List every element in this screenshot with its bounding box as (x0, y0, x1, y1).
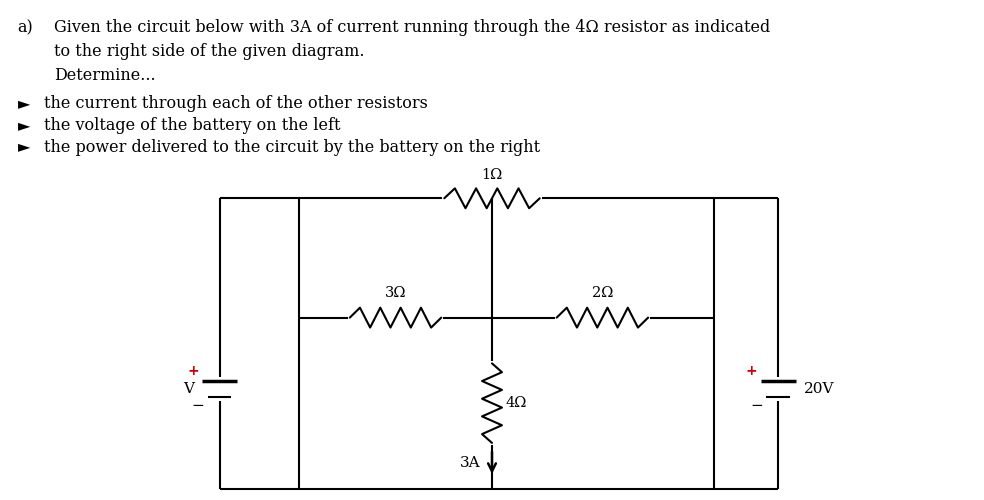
Text: −: − (192, 398, 205, 412)
Text: the voltage of the battery on the left: the voltage of the battery on the left (44, 116, 341, 134)
Text: to the right side of the given diagram.: to the right side of the given diagram. (54, 43, 365, 60)
Text: Determine...: Determine... (54, 67, 156, 84)
Text: ►: ► (18, 116, 30, 134)
Text: +: + (187, 364, 199, 378)
Text: ►: ► (18, 95, 30, 112)
Text: 3Ω: 3Ω (385, 286, 406, 300)
Text: 3A: 3A (460, 456, 480, 470)
Text: V: V (183, 382, 194, 396)
Text: 20V: 20V (804, 382, 834, 396)
Text: 2Ω: 2Ω (591, 286, 613, 300)
Text: 4Ω: 4Ω (506, 396, 527, 410)
Text: the power delivered to the circuit by the battery on the right: the power delivered to the circuit by th… (44, 138, 540, 156)
Text: ►: ► (18, 138, 30, 156)
Text: +: + (746, 364, 758, 378)
Text: Given the circuit below with 3A of current running through the 4Ω resistor as in: Given the circuit below with 3A of curre… (54, 20, 770, 36)
Text: a): a) (18, 20, 33, 36)
Text: −: − (751, 398, 764, 412)
Text: 1Ω: 1Ω (481, 168, 503, 182)
Text: the current through each of the other resistors: the current through each of the other re… (44, 95, 428, 112)
